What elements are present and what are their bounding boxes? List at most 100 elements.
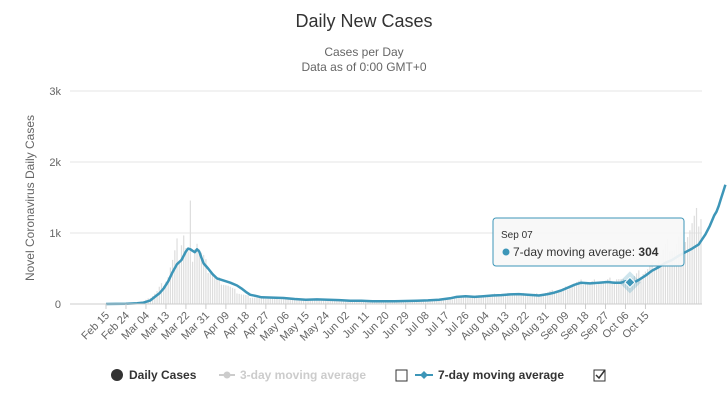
daily-cases-bar xyxy=(651,261,653,304)
daily-cases-bar xyxy=(194,249,196,304)
daily-cases-bar xyxy=(667,238,669,304)
daily-cases-bar xyxy=(611,282,613,304)
daily-cases-bar xyxy=(229,286,231,304)
checkbox-box xyxy=(593,369,606,382)
daily-cases-bar xyxy=(196,243,198,304)
daily-cases-bar xyxy=(236,293,238,304)
daily-cases-bar xyxy=(589,282,591,304)
daily-cases-bar xyxy=(655,264,658,304)
daily-cases-bar xyxy=(598,283,600,304)
daily-cases-bar xyxy=(600,283,602,304)
legend-item-daily-cases[interactable]: Daily Cases xyxy=(111,368,197,382)
daily-cases-bar xyxy=(267,298,269,304)
daily-cases-bar xyxy=(409,301,411,304)
daily-cases-bar xyxy=(618,279,620,304)
daily-cases-bar xyxy=(220,284,223,304)
legend-item-3day-average[interactable]: 3-day moving average xyxy=(219,368,366,382)
daily-cases-bar xyxy=(440,300,442,304)
daily-cases-bar xyxy=(365,300,367,304)
daily-cases-bar xyxy=(485,296,487,304)
daily-cases-bar xyxy=(478,295,480,304)
daily-cases-bar xyxy=(309,300,311,304)
daily-cases-bar xyxy=(540,294,542,304)
daily-cases-bar xyxy=(631,278,633,304)
daily-cases-bar xyxy=(431,300,433,304)
daily-cases-bar xyxy=(178,260,180,304)
daily-cases-bar xyxy=(476,295,478,304)
daily-cases-bar xyxy=(302,299,305,304)
daily-cases-bar xyxy=(467,297,469,304)
daily-cases-bar xyxy=(607,279,609,304)
daily-cases-bar xyxy=(524,295,527,304)
daily-cases-bar xyxy=(547,291,549,304)
daily-cases-bar xyxy=(549,290,551,304)
daily-cases-bar xyxy=(296,299,298,304)
daily-cases-bar xyxy=(527,295,529,304)
daily-cases-bar xyxy=(402,300,405,304)
daily-cases-bar xyxy=(334,299,336,304)
daily-cases-bar xyxy=(449,298,451,304)
chart-subtitle: Cases per Day xyxy=(324,45,403,59)
y-tick-label: 2k xyxy=(49,157,61,169)
daily-cases-bar xyxy=(400,300,402,304)
daily-cases-bar xyxy=(305,299,307,304)
daily-cases-bar xyxy=(420,300,422,304)
daily-cases-bar xyxy=(214,276,216,304)
daily-cases-bar xyxy=(578,280,580,304)
daily-cases-bar xyxy=(678,236,680,304)
daily-cases-bar xyxy=(422,301,425,304)
daily-cases-bar xyxy=(294,299,296,304)
daily-cases-bar xyxy=(234,288,236,304)
daily-cases-bar xyxy=(200,252,203,304)
daily-cases-bar xyxy=(587,283,589,304)
daily-cases-bar xyxy=(245,294,247,304)
legend-marker-icon xyxy=(223,371,231,379)
daily-cases-bar xyxy=(216,276,218,304)
daily-cases-bar xyxy=(183,235,185,304)
daily-cases-bar xyxy=(314,299,316,304)
daily-cases-bar xyxy=(616,279,618,304)
daily-cases-bar xyxy=(180,245,183,304)
daily-cases-bar xyxy=(644,271,647,304)
daily-cases-bar xyxy=(671,250,673,304)
daily-cases-bar xyxy=(675,243,678,304)
daily-cases-bar xyxy=(336,300,338,304)
daily-cases-bar xyxy=(558,290,560,304)
legend-item-7day-average[interactable]: 7-day moving average xyxy=(415,368,564,382)
daily-cases-bar xyxy=(544,292,547,304)
daily-cases-bar xyxy=(660,254,662,304)
legend-diamond-icon xyxy=(420,371,428,379)
daily-cases-bar xyxy=(274,298,276,304)
daily-cases-bar xyxy=(573,284,576,304)
daily-cases-bar xyxy=(231,287,234,304)
daily-cases-bar xyxy=(169,267,171,304)
checkbox-7day-average[interactable] xyxy=(593,369,606,382)
hover-diamond-marker xyxy=(624,276,636,289)
daily-cases-bar xyxy=(311,300,314,304)
daily-cases-bar xyxy=(531,294,533,304)
daily-cases-bar xyxy=(556,291,558,304)
daily-cases-bar xyxy=(629,280,631,304)
daily-cases-bar xyxy=(445,299,447,304)
daily-cases-bar xyxy=(318,299,320,304)
checkmark-icon xyxy=(595,369,606,380)
daily-cases-bar xyxy=(584,283,587,304)
daily-cases-bar xyxy=(167,277,169,304)
y-tick-label: 3k xyxy=(49,86,61,98)
daily-cases-bar xyxy=(285,299,287,304)
daily-cases-bar xyxy=(538,295,540,304)
daily-cases-bar xyxy=(560,289,562,304)
y-axis-label: Novel Coronavirus Daily Cases xyxy=(23,115,37,281)
daily-cases-bar xyxy=(533,293,536,304)
daily-cases-bar xyxy=(263,296,265,304)
checkbox-3day-average[interactable] xyxy=(395,369,408,382)
daily-cases-bar xyxy=(633,276,635,304)
tooltip-line: 7-day moving average: 304 xyxy=(513,245,659,259)
daily-cases-bar xyxy=(176,238,178,304)
daily-cases-bar xyxy=(243,294,245,304)
daily-cases-bar xyxy=(174,250,176,304)
daily-cases-bar xyxy=(462,296,465,304)
daily-cases-bar xyxy=(591,280,593,304)
daily-cases-bar xyxy=(505,293,507,304)
daily-cases-bar xyxy=(480,297,482,304)
